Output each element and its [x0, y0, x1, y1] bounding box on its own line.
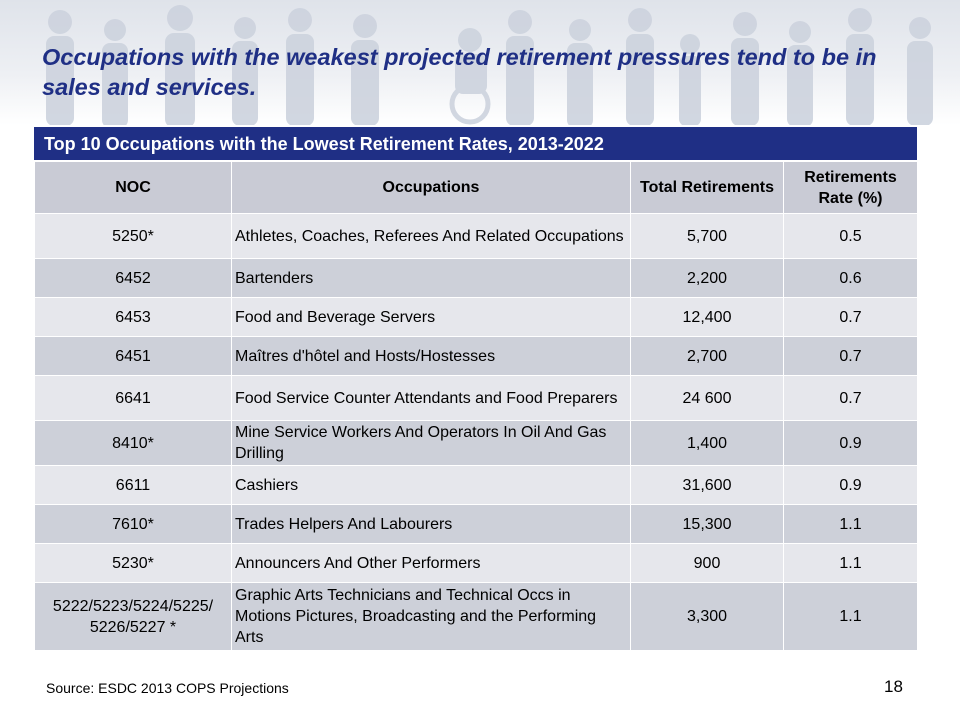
- total-retirements-cell: 3,300: [630, 582, 784, 651]
- background-people-silhouettes: [0, 0, 960, 125]
- total-retirements-cell: 15,300: [630, 504, 784, 544]
- total-retirements-cell: 2,200: [630, 258, 784, 298]
- header-total-retirements: Total Retirements: [630, 161, 784, 214]
- retirement-rate-cell: 0.6: [783, 258, 918, 298]
- slide-title: Occupations with the weakest projected r…: [42, 44, 877, 100]
- table-row: 6452 Bartenders 2,200 0.6: [34, 258, 918, 298]
- noc-cell: 8410*: [34, 420, 232, 466]
- page-number: 18: [884, 677, 903, 696]
- noc-cell: 6451: [34, 336, 232, 376]
- occupation-cell: Trades Helpers And Labourers: [231, 504, 631, 544]
- total-retirements-cell: 900: [630, 543, 784, 583]
- people-silhouette-graphic: [46, 5, 933, 125]
- occupation-cell: Bartenders: [231, 258, 631, 298]
- table-row: 7610* Trades Helpers And Labourers 15,30…: [34, 504, 918, 544]
- occupation-cell: Athletes, Coaches, Referees And Related …: [231, 213, 631, 259]
- retirement-rate-cell: 1.1: [783, 504, 918, 544]
- header-occupations: Occupations: [231, 161, 631, 214]
- table-row: 6451 Maîtres d'hôtel and Hosts/Hostesses…: [34, 336, 918, 376]
- noc-cell: 7610*: [34, 504, 232, 544]
- header-noc: NOC: [34, 161, 232, 214]
- table-row: 5230* Announcers And Other Performers 90…: [34, 543, 918, 583]
- total-retirements-cell: 12,400: [630, 297, 784, 337]
- table-caption: Top 10 Occupations with the Lowest Retir…: [34, 127, 917, 161]
- retirement-table-container: Top 10 Occupations with the Lowest Retir…: [34, 127, 918, 651]
- occupation-cell: Food and Beverage Servers: [231, 297, 631, 337]
- source-note: Source: ESDC 2013 COPS Projections: [46, 680, 289, 696]
- retirement-rate-cell: 0.9: [783, 465, 918, 505]
- retirement-rate-cell: 1.1: [783, 543, 918, 583]
- noc-cell: 5222/5223/5224/5225/ 5226/5227 *: [34, 582, 232, 651]
- header-retirement-rate: Retirements Rate (%): [783, 161, 918, 214]
- total-retirements-cell: 5,700: [630, 213, 784, 259]
- table-row: 5222/5223/5224/5225/ 5226/5227 * Graphic…: [34, 582, 918, 651]
- table-row: 6611 Cashiers 31,600 0.9: [34, 465, 918, 505]
- noc-cell: 6452: [34, 258, 232, 298]
- noc-cell: 5250*: [34, 213, 232, 259]
- table-row: 5250* Athletes, Coaches, Referees And Re…: [34, 213, 918, 259]
- total-retirements-cell: 31,600: [630, 465, 784, 505]
- total-retirements-cell: 1,400: [630, 420, 784, 466]
- occupation-cell: Maîtres d'hôtel and Hosts/Hostesses: [231, 336, 631, 376]
- table-row: 6641 Food Service Counter Attendants and…: [34, 375, 918, 421]
- table-row: 6453 Food and Beverage Servers 12,400 0.…: [34, 297, 918, 337]
- noc-cell: 6611: [34, 465, 232, 505]
- retirement-rate-cell: 1.1: [783, 582, 918, 651]
- table-row: 8410* Mine Service Workers And Operators…: [34, 420, 918, 466]
- retirement-rate-cell: 0.7: [783, 375, 918, 421]
- retirement-rates-table: NOC Occupations Total Retirements Retire…: [34, 161, 918, 651]
- retirement-rate-cell: 0.9: [783, 420, 918, 466]
- noc-cell: 6641: [34, 375, 232, 421]
- total-retirements-cell: 24 600: [630, 375, 784, 421]
- retirement-rate-cell: 0.7: [783, 297, 918, 337]
- occupation-cell: Cashiers: [231, 465, 631, 505]
- retirement-rate-cell: 0.5: [783, 213, 918, 259]
- table-header-row: NOC Occupations Total Retirements Retire…: [34, 161, 918, 214]
- occupation-cell: Mine Service Workers And Operators In Oi…: [231, 420, 631, 466]
- occupation-cell: Graphic Arts Technicians and Technical O…: [231, 582, 631, 651]
- occupation-cell: Food Service Counter Attendants and Food…: [231, 375, 631, 421]
- retirement-rate-cell: 0.7: [783, 336, 918, 376]
- noc-cell: 6453: [34, 297, 232, 337]
- total-retirements-cell: 2,700: [630, 336, 784, 376]
- noc-cell: 5230*: [34, 543, 232, 583]
- occupation-cell: Announcers And Other Performers: [231, 543, 631, 583]
